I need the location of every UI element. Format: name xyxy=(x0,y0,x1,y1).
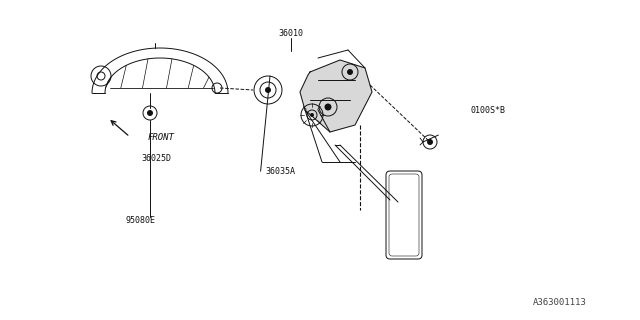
Text: 36025D: 36025D xyxy=(142,154,172,163)
Text: FRONT: FRONT xyxy=(148,132,175,141)
Polygon shape xyxy=(300,60,372,132)
Text: A363001113: A363001113 xyxy=(533,298,587,307)
Text: 36010: 36010 xyxy=(278,29,304,38)
Circle shape xyxy=(347,69,353,75)
Text: 95080E: 95080E xyxy=(126,216,156,225)
Text: 0100S*B: 0100S*B xyxy=(470,106,506,115)
Circle shape xyxy=(147,110,153,116)
Circle shape xyxy=(427,139,433,145)
Circle shape xyxy=(310,113,314,117)
Text: 36035A: 36035A xyxy=(266,167,296,176)
Circle shape xyxy=(324,103,332,110)
Circle shape xyxy=(265,87,271,93)
